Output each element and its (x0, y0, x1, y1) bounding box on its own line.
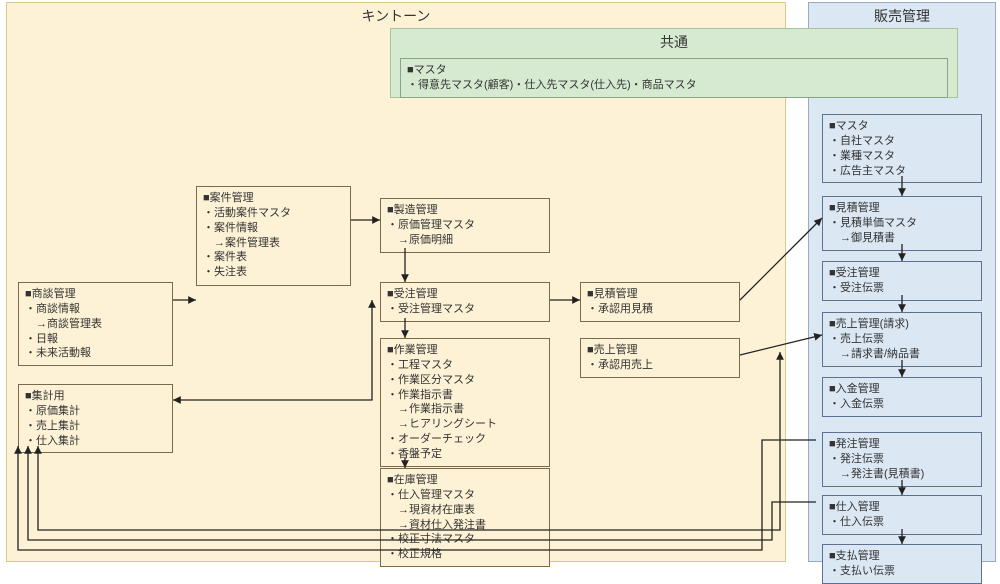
region-kintone-title: キントーン (362, 6, 431, 26)
box-title: ■案件管理 (203, 191, 344, 206)
box-item: ・案件表 (203, 250, 344, 265)
box-item: ・校正寸法マスタ (387, 532, 543, 547)
box-sagyou-kanri: ■作業管理・工程マスタ・作業区分マスタ・作業指示書 →作業指示書 →ヒアリングシ… (380, 338, 550, 467)
box-shukei: ■集計用・原価集計・売上集計・仕入集計 (18, 384, 173, 453)
box-title: ■マスタ (829, 119, 975, 134)
box-title: ■マスタ (407, 63, 941, 78)
box-item: ・活動案件マスタ (203, 206, 344, 221)
box-item: →資材仕入発注書 (387, 518, 543, 533)
box-title: ■集計用 (25, 389, 166, 404)
box-hanbai-shiharai: ■支払管理・支払い伝票 (822, 544, 982, 584)
box-item: ・売上集計 (25, 419, 166, 434)
box-hanbai-hatchu: ■発注管理・発注伝票 →発注書(見積書) (822, 432, 982, 487)
box-item: ・校正規格 (387, 547, 543, 562)
box-hanbai-nyukin: ■入金管理・入金伝票 (822, 377, 982, 417)
box-item: ・仕入集計 (25, 434, 166, 449)
box-item: →御見積書 (829, 231, 975, 246)
box-item: ・作業区分マスタ (387, 373, 543, 388)
box-item: ・案件情報 (203, 221, 344, 236)
box-item: ・業種マスタ (829, 149, 975, 164)
box-uriage-kanri: ■売上管理・承認用売上 (580, 338, 740, 378)
box-item: →案件管理表 (203, 236, 344, 251)
box-title: ■在庫管理 (387, 473, 543, 488)
box-title: ■入金管理 (829, 382, 975, 397)
box-title: ■支払管理 (829, 549, 975, 564)
box-item: ・承認用見積 (587, 302, 733, 317)
box-item: ・未来活動報 (25, 346, 166, 361)
box-title: ■受注管理 (829, 266, 975, 281)
box-item: ・原価集計 (25, 404, 166, 419)
region-hanbai-title: 販売管理 (874, 6, 930, 26)
box-item: ・発注伝票 (829, 452, 975, 467)
box-item: ・失注表 (203, 265, 344, 280)
box-item: ・入金伝票 (829, 397, 975, 412)
box-title: ■売上管理 (587, 343, 733, 358)
box-seizo-kanri: ■製造管理・原価管理マスタ →原価明細 (380, 198, 550, 253)
box-title: ■作業管理 (387, 343, 543, 358)
box-hanbai-uriage: ■売上管理(請求)・売上伝票 →請求書/納品書 (822, 312, 982, 367)
box-item: ・作業指示書 (387, 388, 543, 403)
box-item: ・受注伝票 (829, 281, 975, 296)
box-juchu-kanri: ■受注管理・受注管理マスタ (380, 282, 550, 322)
box-item: ・自社マスタ (829, 134, 975, 149)
box-common-master: ■マスタ ・得意先マスタ(顧客)・仕入先マスタ(仕入先)・商品マスタ (400, 58, 948, 98)
box-item: ・売上伝票 (829, 332, 975, 347)
box-zaiko-kanri: ■在庫管理・仕入管理マスタ →現資材在庫表 →資材仕入発注書・校正寸法マスタ・校… (380, 468, 550, 567)
box-hanbai-juchu: ■受注管理・受注伝票 (822, 261, 982, 301)
box-anken-kanri: ■案件管理・活動案件マスタ・案件情報 →案件管理表・案件表・失注表 (196, 186, 351, 286)
box-item: ・見積単価マスタ (829, 216, 975, 231)
box-item: →請求書/納品書 (829, 347, 975, 362)
box-shodan-kanri: ■商談管理・商談情報 →商談管理表・日報・未来活動報 (18, 282, 173, 366)
box-item: ・承認用売上 (587, 358, 733, 373)
box-title: ■発注管理 (829, 437, 975, 452)
box-hanbai-mitsumori: ■見積管理・見積単価マスタ →御見積書 (822, 196, 982, 251)
box-title: ■見積管理 (829, 201, 975, 216)
box-title: ■商談管理 (25, 287, 166, 302)
box-item: ・香盤予定 (387, 447, 543, 462)
box-title: ■仕入管理 (829, 500, 975, 515)
box-hanbai-shiire: ■仕入管理・仕入伝票 (822, 495, 982, 535)
box-item: ・支払い伝票 (829, 564, 975, 579)
region-common-title: 共通 (660, 32, 688, 52)
box-title: ■受注管理 (387, 287, 543, 302)
box-item: →作業指示書 (387, 402, 543, 417)
box-item: ・商談情報 (25, 302, 166, 317)
box-item: ・オーダーチェック (387, 432, 543, 447)
box-hanbai-master: ■マスタ・自社マスタ・業種マスタ・広告主マスタ (822, 114, 982, 183)
box-mitsumori-kanri: ■見積管理・承認用見積 (580, 282, 740, 322)
box-item: ・工程マスタ (387, 358, 543, 373)
box-item: →発注書(見積書) (829, 467, 975, 482)
box-item: →原価明細 (387, 233, 543, 248)
box-item: ・日報 (25, 332, 166, 347)
box-title: ■製造管理 (387, 203, 543, 218)
box-item: ・受注管理マスタ (387, 302, 543, 317)
box-item: →商談管理表 (25, 317, 166, 332)
box-title: ■売上管理(請求) (829, 317, 975, 332)
box-item: ・原価管理マスタ (387, 218, 543, 233)
box-item: ・広告主マスタ (829, 164, 975, 179)
box-item: ・仕入伝票 (829, 515, 975, 530)
box-item: ・得意先マスタ(顧客)・仕入先マスタ(仕入先)・商品マスタ (407, 78, 941, 93)
box-item: →ヒアリングシート (387, 417, 543, 432)
box-item: ・仕入管理マスタ (387, 488, 543, 503)
box-item: →現資材在庫表 (387, 503, 543, 518)
box-title: ■見積管理 (587, 287, 733, 302)
